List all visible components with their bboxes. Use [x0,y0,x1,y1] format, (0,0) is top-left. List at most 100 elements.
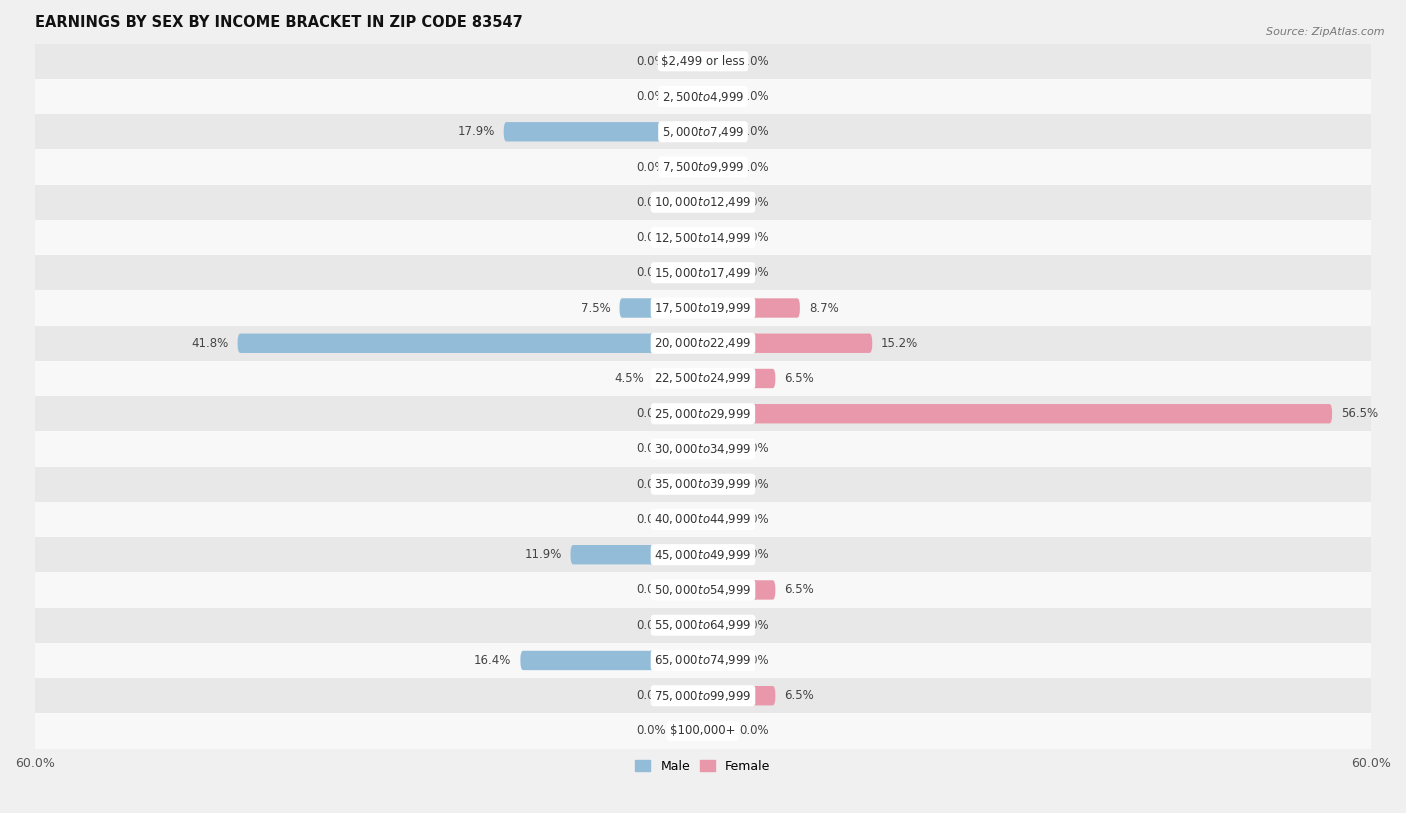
Text: $50,000 to $54,999: $50,000 to $54,999 [654,583,752,597]
Bar [35,467,1371,502]
Bar [35,290,1371,326]
Text: 0.0%: 0.0% [637,619,666,632]
Text: 0.0%: 0.0% [740,442,769,455]
Text: $45,000 to $49,999: $45,000 to $49,999 [654,548,752,562]
Text: $40,000 to $44,999: $40,000 to $44,999 [654,512,752,527]
Bar [35,537,1371,572]
Text: 8.7%: 8.7% [808,302,838,315]
FancyBboxPatch shape [675,615,703,635]
Text: $20,000 to $22,499: $20,000 to $22,499 [654,337,752,350]
FancyBboxPatch shape [703,580,775,600]
FancyBboxPatch shape [703,615,731,635]
FancyBboxPatch shape [675,193,703,212]
FancyBboxPatch shape [703,263,731,282]
Text: 0.0%: 0.0% [740,266,769,279]
FancyBboxPatch shape [675,87,703,107]
Text: 0.0%: 0.0% [637,513,666,526]
Text: $12,500 to $14,999: $12,500 to $14,999 [654,231,752,245]
FancyBboxPatch shape [675,158,703,176]
Text: 0.0%: 0.0% [637,196,666,209]
FancyBboxPatch shape [703,721,731,741]
Bar [35,255,1371,290]
Text: 4.5%: 4.5% [614,372,644,385]
FancyBboxPatch shape [703,158,731,176]
Text: $100,000+: $100,000+ [671,724,735,737]
Text: 0.0%: 0.0% [740,619,769,632]
FancyBboxPatch shape [675,475,703,494]
Text: 0.0%: 0.0% [740,196,769,209]
Bar [35,150,1371,185]
FancyBboxPatch shape [703,87,731,107]
Text: 0.0%: 0.0% [637,231,666,244]
FancyBboxPatch shape [238,333,703,353]
Text: EARNINGS BY SEX BY INCOME BRACKET IN ZIP CODE 83547: EARNINGS BY SEX BY INCOME BRACKET IN ZIP… [35,15,523,30]
Text: 0.0%: 0.0% [637,266,666,279]
Text: Source: ZipAtlas.com: Source: ZipAtlas.com [1267,27,1385,37]
Text: 16.4%: 16.4% [474,654,512,667]
Bar [35,326,1371,361]
Bar [35,114,1371,150]
FancyBboxPatch shape [571,545,703,564]
Text: 0.0%: 0.0% [740,654,769,667]
Text: 11.9%: 11.9% [524,548,561,561]
Text: 0.0%: 0.0% [637,584,666,597]
FancyBboxPatch shape [675,263,703,282]
FancyBboxPatch shape [652,369,703,388]
Text: $25,000 to $29,999: $25,000 to $29,999 [654,406,752,421]
Text: 0.0%: 0.0% [637,689,666,702]
FancyBboxPatch shape [675,51,703,71]
FancyBboxPatch shape [675,510,703,529]
FancyBboxPatch shape [675,439,703,459]
Text: $2,500 to $4,999: $2,500 to $4,999 [662,89,744,103]
Bar [35,432,1371,467]
Text: $15,000 to $17,499: $15,000 to $17,499 [654,266,752,280]
Text: $65,000 to $74,999: $65,000 to $74,999 [654,654,752,667]
Legend: Male, Female: Male, Female [630,754,776,777]
Text: 0.0%: 0.0% [637,442,666,455]
Text: 0.0%: 0.0% [740,548,769,561]
Text: 0.0%: 0.0% [637,478,666,491]
Text: 7.5%: 7.5% [581,302,610,315]
FancyBboxPatch shape [675,686,703,706]
FancyBboxPatch shape [703,122,731,141]
Text: $55,000 to $64,999: $55,000 to $64,999 [654,618,752,633]
Text: $75,000 to $99,999: $75,000 to $99,999 [654,689,752,702]
Text: $30,000 to $34,999: $30,000 to $34,999 [654,442,752,456]
Bar [35,220,1371,255]
Text: 6.5%: 6.5% [785,372,814,385]
FancyBboxPatch shape [703,298,800,318]
FancyBboxPatch shape [703,193,731,212]
FancyBboxPatch shape [703,686,775,706]
Bar [35,396,1371,432]
FancyBboxPatch shape [503,122,703,141]
Text: 0.0%: 0.0% [740,513,769,526]
Text: $35,000 to $39,999: $35,000 to $39,999 [654,477,752,491]
Text: 0.0%: 0.0% [740,54,769,67]
FancyBboxPatch shape [703,333,872,353]
Bar [35,44,1371,79]
FancyBboxPatch shape [703,510,731,529]
Bar [35,607,1371,643]
Text: $7,500 to $9,999: $7,500 to $9,999 [662,160,744,174]
Bar [35,185,1371,220]
Text: 15.2%: 15.2% [882,337,918,350]
FancyBboxPatch shape [703,51,731,71]
FancyBboxPatch shape [675,721,703,741]
FancyBboxPatch shape [703,439,731,459]
Text: 41.8%: 41.8% [191,337,229,350]
Text: 0.0%: 0.0% [740,724,769,737]
Text: 0.0%: 0.0% [637,407,666,420]
Text: 6.5%: 6.5% [785,689,814,702]
Text: 6.5%: 6.5% [785,584,814,597]
FancyBboxPatch shape [675,228,703,247]
FancyBboxPatch shape [703,228,731,247]
Text: $17,500 to $19,999: $17,500 to $19,999 [654,301,752,315]
Text: 0.0%: 0.0% [740,90,769,103]
Text: 0.0%: 0.0% [637,724,666,737]
Text: $2,499 or less: $2,499 or less [661,54,745,67]
Text: 56.5%: 56.5% [1341,407,1378,420]
Bar [35,79,1371,114]
Text: 0.0%: 0.0% [740,160,769,173]
Bar [35,713,1371,749]
Text: $5,000 to $7,499: $5,000 to $7,499 [662,124,744,139]
